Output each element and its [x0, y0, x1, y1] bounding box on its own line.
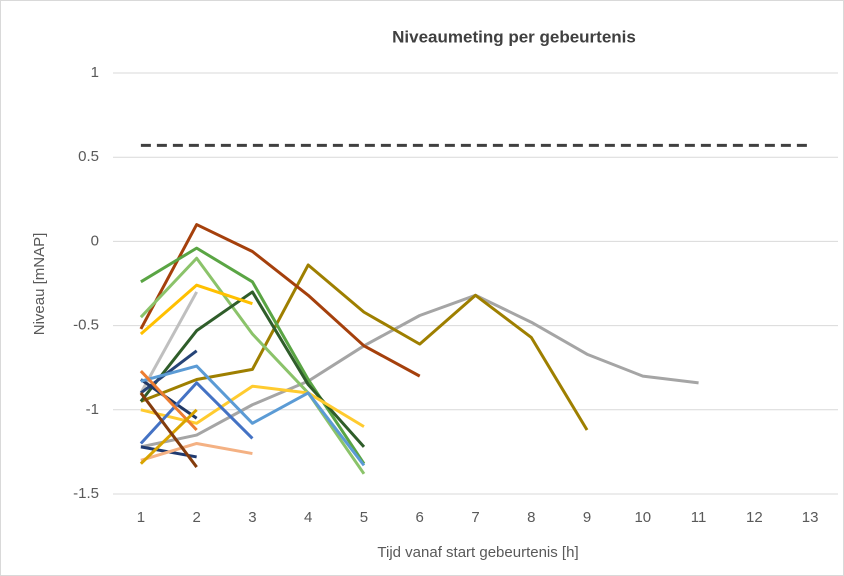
x-axis-label: Tijd vanaf start gebeurtenis [h] — [377, 544, 578, 561]
y-tick-label: 0.5 — [78, 148, 99, 165]
x-tick-label: 4 — [304, 509, 312, 526]
y-axis-label: Niveau [mNAP] — [31, 233, 48, 336]
series-line — [140, 441, 253, 462]
x-tick-label: 8 — [527, 509, 535, 526]
x-tick-label: 3 — [248, 509, 256, 526]
series-line — [140, 293, 699, 449]
series-line — [139, 223, 421, 378]
x-tick-label: 1 — [137, 509, 145, 526]
x-tick-label: 7 — [471, 509, 479, 526]
x-tick-label: 6 — [416, 509, 424, 526]
x-tick-label: 9 — [583, 509, 591, 526]
chart-title: Niveaumeting per gebeurtenis — [392, 27, 636, 46]
series-line — [139, 283, 253, 336]
series-line — [140, 263, 589, 431]
series-line — [140, 384, 365, 428]
x-tick-label: 13 — [802, 509, 819, 526]
series-line — [139, 256, 366, 475]
x-tick-label: 12 — [746, 509, 763, 526]
y-tick-label: -0.5 — [73, 317, 99, 334]
x-tick-label: 2 — [192, 509, 200, 526]
series-line — [139, 381, 254, 445]
y-tick-label: -1 — [86, 401, 99, 418]
series-line — [140, 364, 366, 467]
x-tick-label: 11 — [691, 509, 707, 526]
y-tick-label: 0 — [91, 232, 99, 249]
x-tick-label: 5 — [360, 509, 368, 526]
y-tick-label: 1 — [91, 64, 99, 81]
y-tick-label: -1.5 — [73, 485, 99, 502]
x-tick-label: 10 — [634, 509, 651, 526]
series-line — [139, 291, 198, 394]
series-line — [139, 392, 198, 468]
series-line — [139, 408, 198, 465]
